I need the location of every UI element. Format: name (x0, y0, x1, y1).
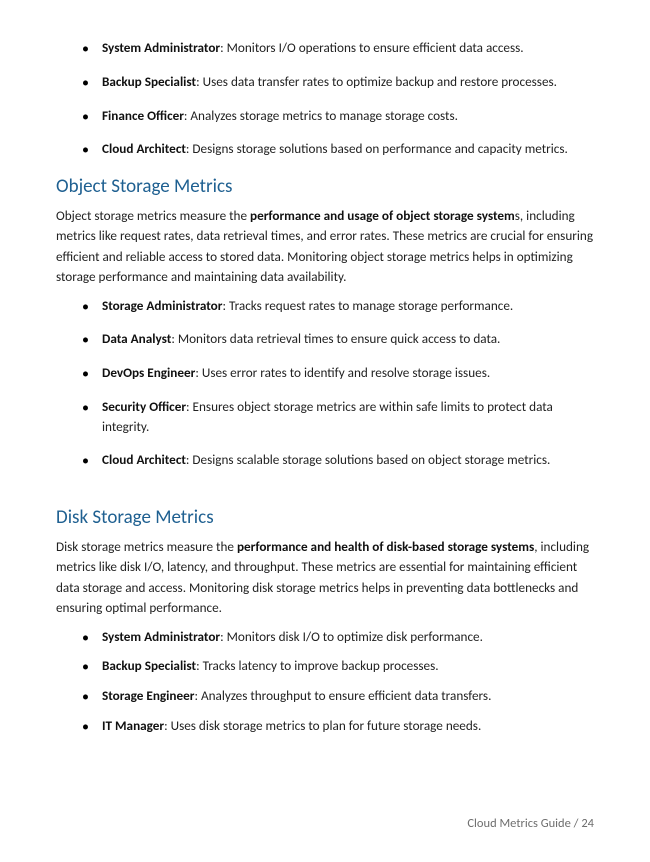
role-desc: : Monitors I/O operations to ensure effi… (220, 39, 524, 56)
section-heading-disk-storage: Disk Storage Metrics (56, 504, 594, 533)
footer-page-number: 24 (581, 816, 594, 831)
para-bold: performance and usage of object storage … (250, 207, 515, 224)
list-item: Data Analyst: Monitors data retrieval ti… (56, 329, 594, 349)
footer-separator: / (571, 816, 581, 831)
list-item: Storage Administrator: Tracks request ra… (56, 296, 594, 316)
list-item: Backup Specialist: Uses data transfer ra… (56, 72, 594, 92)
list-item: Security Officer: Ensures object storage… (56, 397, 594, 437)
top-role-list: System Administrator: Monitors I/O opera… (56, 38, 594, 159)
role-desc: : Analyzes storage metrics to manage sto… (184, 107, 458, 124)
section-paragraph: Object storage metrics measure the perfo… (56, 206, 594, 288)
role-name: Storage Administrator (102, 297, 222, 314)
role-name: Security Officer (102, 398, 186, 415)
para-text: Object storage metrics measure the (56, 207, 250, 224)
role-desc: : Uses error rates to identify and resol… (195, 364, 490, 381)
role-desc: : Tracks latency to improve backup proce… (196, 657, 439, 674)
role-name: Cloud Architect (102, 451, 186, 468)
role-desc: : Tracks request rates to manage storage… (222, 297, 513, 314)
role-desc: : Monitors data retrieval times to ensur… (171, 330, 500, 347)
list-item: Backup Specialist: Tracks latency to imp… (56, 656, 594, 676)
role-desc: : Analyzes throughput to ensure efficien… (194, 687, 491, 704)
role-name: Backup Specialist (102, 657, 196, 674)
para-bold: performance and health of disk-based sto… (237, 538, 534, 555)
list-item: Storage Engineer: Analyzes throughput to… (56, 686, 594, 706)
role-name: System Administrator (102, 628, 220, 645)
object-storage-role-list: Storage Administrator: Tracks request ra… (56, 296, 594, 471)
role-desc: : Designs storage solutions based on per… (186, 140, 568, 157)
role-name: Storage Engineer (102, 687, 194, 704)
list-item: Cloud Architect: Designs storage solutio… (56, 139, 594, 159)
disk-storage-role-list: System Administrator: Monitors disk I/O … (56, 627, 594, 736)
role-name: System Administrator (102, 39, 220, 56)
page-content: System Administrator: Monitors I/O opera… (56, 38, 594, 736)
page-footer: Cloud Metrics Guide / 24 (467, 815, 594, 834)
role-desc: : Designs scalable storage solutions bas… (186, 451, 550, 468)
para-text: Disk storage metrics measure the (56, 538, 237, 555)
role-name: Finance Officer (102, 107, 184, 124)
role-name: Backup Specialist (102, 73, 196, 90)
role-name: Cloud Architect (102, 140, 186, 157)
section-paragraph: Disk storage metrics measure the perform… (56, 537, 594, 619)
list-item: DevOps Engineer: Uses error rates to ide… (56, 363, 594, 383)
role-name: IT Manager (102, 717, 164, 734)
role-name: DevOps Engineer (102, 364, 195, 381)
footer-title: Cloud Metrics Guide (467, 816, 570, 831)
role-desc: : Uses disk storage metrics to plan for … (164, 717, 481, 734)
list-item: IT Manager: Uses disk storage metrics to… (56, 716, 594, 736)
list-item: Cloud Architect: Designs scalable storag… (56, 450, 594, 470)
role-desc: : Monitors disk I/O to optimize disk per… (220, 628, 483, 645)
role-desc: : Uses data transfer rates to optimize b… (196, 73, 557, 90)
role-name: Data Analyst (102, 330, 171, 347)
list-item: System Administrator: Monitors I/O opera… (56, 38, 594, 58)
section-heading-object-storage: Object Storage Metrics (56, 173, 594, 202)
list-item: System Administrator: Monitors disk I/O … (56, 627, 594, 647)
list-item: Finance Officer: Analyzes storage metric… (56, 106, 594, 126)
